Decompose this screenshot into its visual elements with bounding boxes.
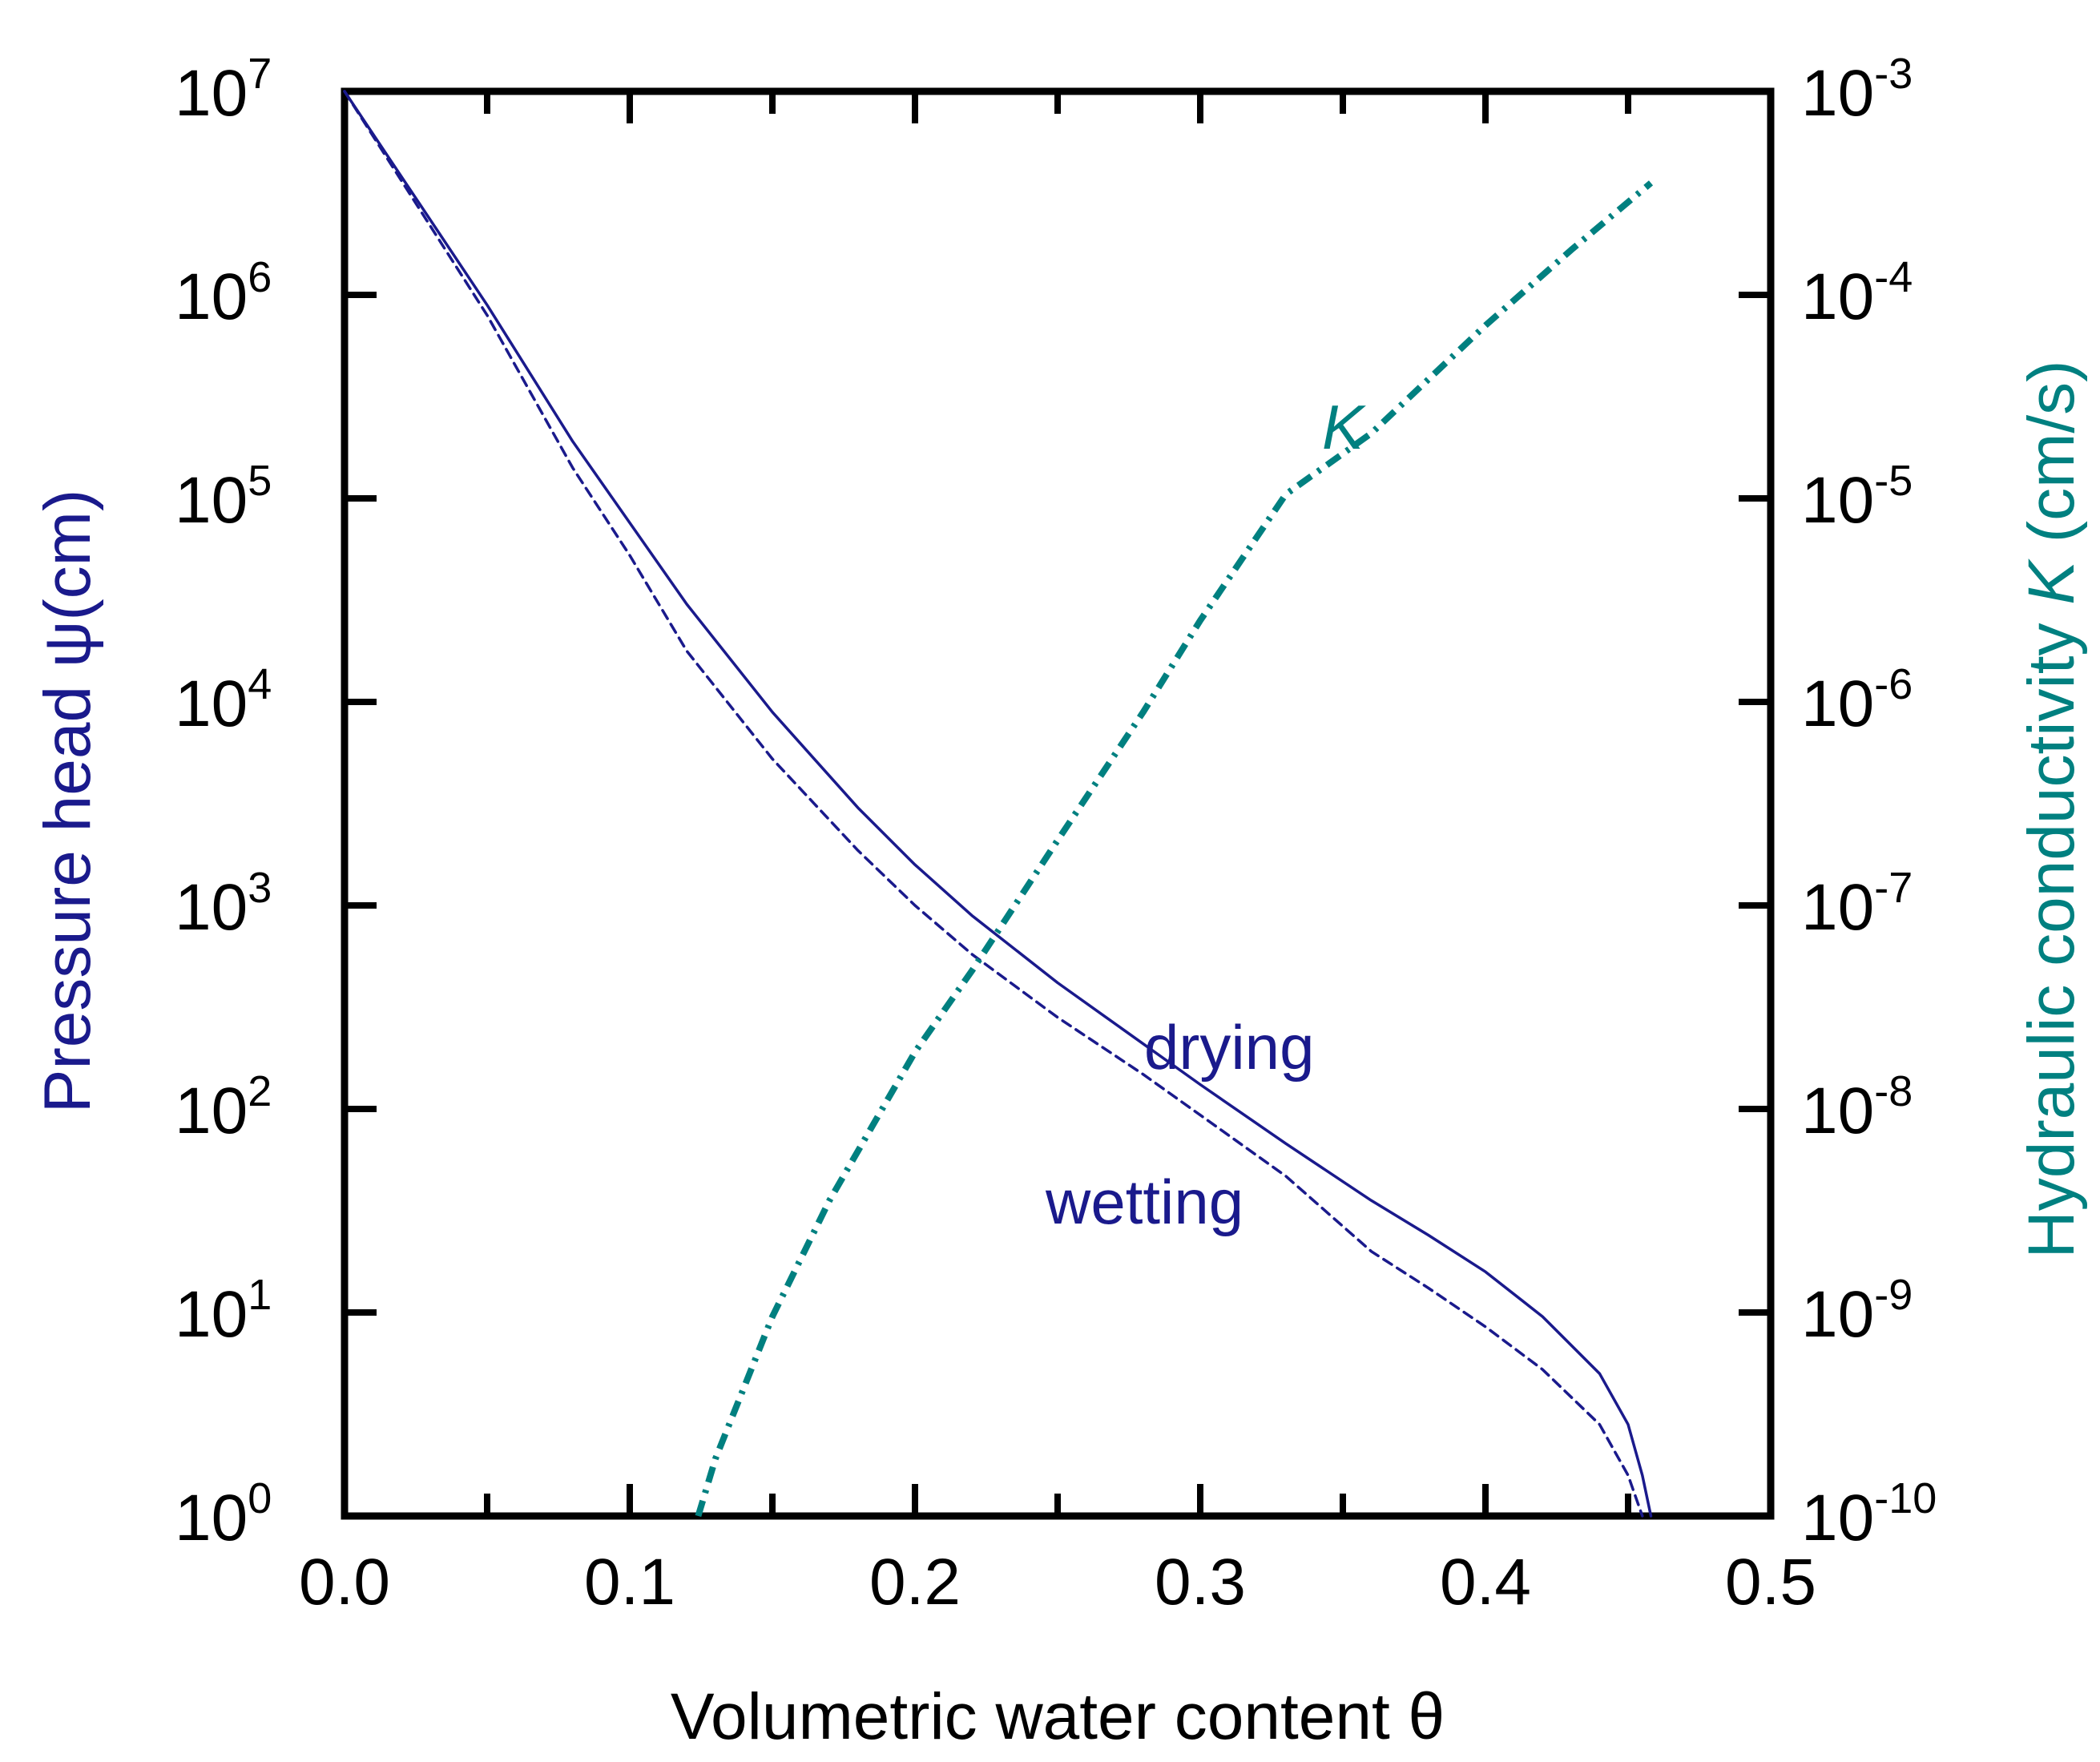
y-right-title-prefix: Hydraulic conductivity <box>2015 605 2088 1259</box>
y-left-tick-label: 106 <box>175 253 272 333</box>
y-left-tick-label: 107 <box>175 50 272 130</box>
y-left-tick-label: 101 <box>175 1271 272 1351</box>
y-right-title-suffix: (cm/s) <box>2015 361 2088 561</box>
y-left-tick-label: 104 <box>175 660 272 740</box>
x-tick-label: 0.5 <box>1725 1546 1816 1619</box>
x-axis-title: Volumetric water content θ <box>671 1680 1445 1753</box>
y-right-tick-label: 10-10 <box>1801 1474 1937 1554</box>
y-left-tick-label: 102 <box>175 1067 272 1147</box>
drying-annotation: drying <box>1144 1012 1314 1083</box>
series-drying-line <box>343 90 1653 1518</box>
y-right-title-var: K <box>2015 558 2088 605</box>
y-left-axis-title: Pressure head ψ(cm) <box>31 490 104 1113</box>
y-right-tick-label: 10-9 <box>1801 1271 1913 1351</box>
k-annotation: K <box>1322 392 1366 462</box>
series-k-line <box>695 180 1654 1518</box>
x-tick-label: 0.4 <box>1440 1546 1531 1619</box>
y-right-tick-label: 10-4 <box>1801 253 1913 333</box>
y-left-tick-label: 100 <box>175 1474 272 1554</box>
wetting-annotation: wetting <box>1045 1167 1243 1237</box>
y-left-tick-label: 105 <box>175 457 272 537</box>
y-right-tick-label: 10-3 <box>1801 50 1913 130</box>
x-tick-label: 0.2 <box>869 1546 961 1619</box>
x-tick-label: 0.1 <box>584 1546 675 1619</box>
y-right-axis-title: Hydraulic conductivity K (cm/s) <box>2015 361 2088 1259</box>
y-right-tick-label: 10-5 <box>1801 457 1913 537</box>
series-wetting-line <box>343 90 1644 1518</box>
y-left-tick-label: 103 <box>175 864 272 944</box>
y-right-tick-label: 10-8 <box>1801 1067 1913 1147</box>
y-right-tick-label: 10-6 <box>1801 660 1913 740</box>
x-tick-label: 0.0 <box>299 1546 390 1619</box>
y-right-tick-label: 10-7 <box>1801 864 1913 944</box>
plot-frame <box>341 87 1775 1520</box>
x-tick-label: 0.3 <box>1155 1546 1246 1619</box>
